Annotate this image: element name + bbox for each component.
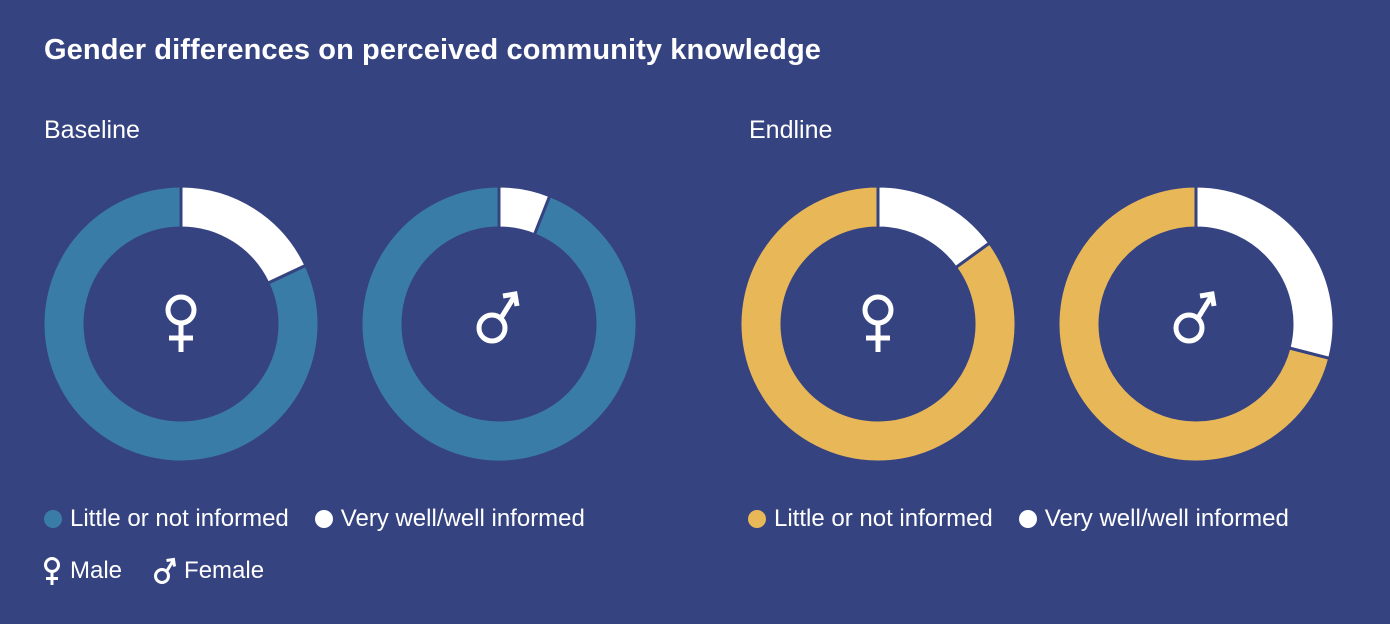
legend-endline: Little or not informed Very well/well in… — [748, 505, 1315, 533]
legend-item-very-endline: Very well/well informed — [1019, 505, 1289, 533]
panel-label-baseline: Baseline — [44, 116, 140, 145]
legend-swatch-very-endline — [1019, 510, 1037, 528]
legend-label-little-endline: Little or not informed — [774, 505, 993, 533]
chart-title: Gender differences on perceived communit… — [44, 34, 821, 67]
donut-baseline-male — [361, 186, 637, 462]
legend-baseline: Little or not informed Very well/well in… — [44, 505, 611, 533]
legend-label-little-baseline: Little or not informed — [70, 505, 289, 533]
legend-item-little-baseline: Little or not informed — [44, 505, 289, 533]
slice-very-well-informed — [878, 186, 990, 268]
male-symbol-icon — [1176, 294, 1214, 341]
male-symbol-icon — [154, 556, 176, 586]
legend-label-very-endline: Very well/well informed — [1045, 505, 1289, 533]
female-symbol-icon — [42, 556, 62, 586]
gender-legend-male: Male — [42, 556, 122, 586]
gender-legend-female: Female — [154, 556, 264, 586]
male-symbol-icon — [479, 294, 517, 341]
gender-legend-male-label: Male — [70, 557, 122, 585]
female-symbol-icon — [168, 297, 194, 352]
slice-very-well-informed — [181, 186, 306, 283]
donut-endline-male — [1058, 186, 1334, 462]
gender-legend-female-label: Female — [184, 557, 264, 585]
legend-swatch-very-baseline — [315, 510, 333, 528]
donut-endline-female — [740, 186, 1016, 462]
female-symbol-icon — [865, 297, 891, 352]
panel-label-endline: Endline — [749, 116, 832, 145]
legend-swatch-little-baseline — [44, 510, 62, 528]
legend-swatch-little-endline — [748, 510, 766, 528]
gender-legend: Male Female — [42, 556, 296, 586]
legend-label-very-baseline: Very well/well informed — [341, 505, 585, 533]
legend-item-little-endline: Little or not informed — [748, 505, 993, 533]
donut-baseline-female — [43, 186, 319, 462]
slice-very-well-informed — [1196, 186, 1334, 358]
legend-item-very-baseline: Very well/well informed — [315, 505, 585, 533]
